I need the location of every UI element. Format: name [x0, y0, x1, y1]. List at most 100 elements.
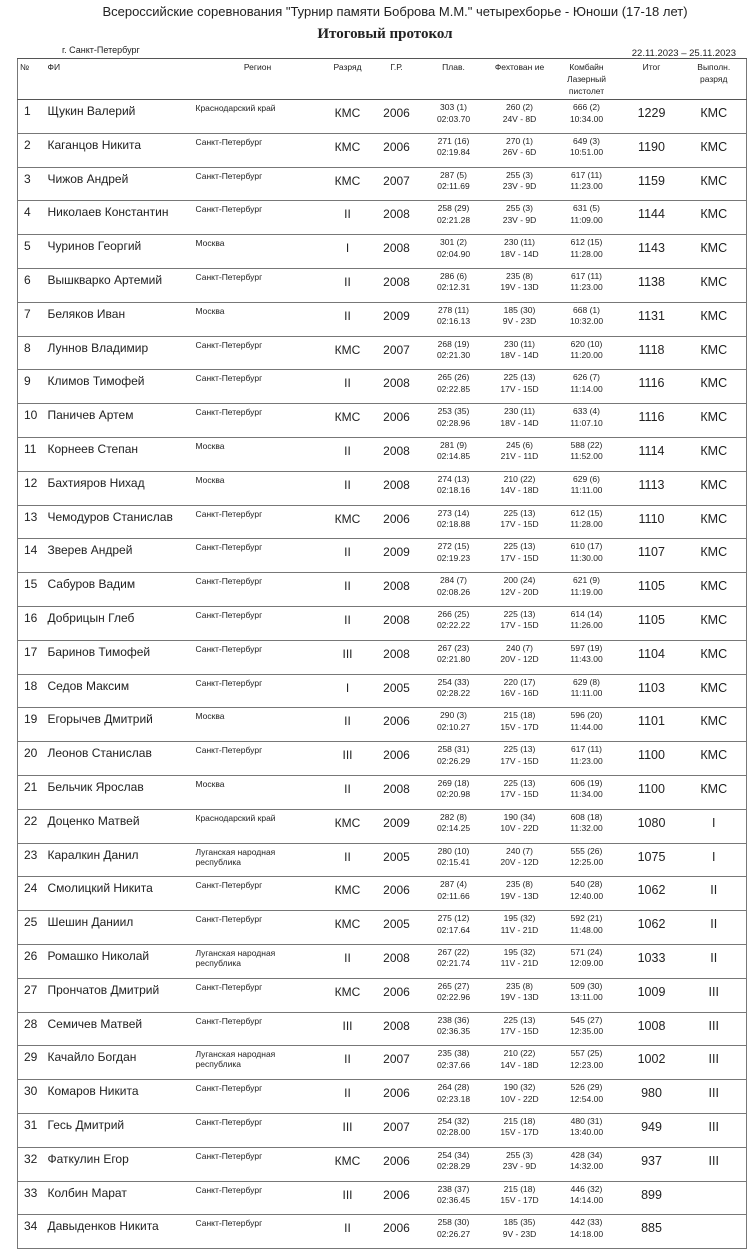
region: Санкт-Петербург: [193, 538, 322, 574]
laser-run-time: 11:32.00: [570, 823, 603, 834]
table-row: 2 Каганцов Никита Санкт-Петербург КМС 2006 27…: [17, 133, 747, 168]
swim-points: 290 (3): [440, 710, 467, 721]
laser-run-time: 11:44.00: [570, 721, 603, 732]
fencing-points: 190 (34): [503, 811, 536, 822]
achieved-rank: КМС: [681, 640, 747, 675]
swimming-cell: 258 (30) 02:26.27: [419, 1214, 488, 1249]
fencing-cell: 185 (35) 9V - 23D: [487, 1214, 552, 1249]
swim-time: 02:11.66: [437, 890, 470, 901]
athlete-name: Леонов Станислав: [45, 741, 194, 776]
fencing-cell: 235 (8) 19V - 13D: [487, 978, 552, 1013]
fencing-cell: 245 (6) 21V - 11D: [487, 437, 552, 472]
birth-year: 2006: [373, 876, 420, 912]
laser-run-cell: 614 (14) 11:26.00: [551, 606, 622, 641]
fencing-points: 190 (32): [503, 1082, 536, 1093]
birth-year: 2008: [373, 775, 420, 810]
rank: III: [321, 741, 374, 776]
total-points: 1190: [621, 133, 682, 168]
swimming-cell: 238 (37) 02:36.45: [419, 1181, 488, 1216]
rank: II: [321, 606, 374, 641]
achieved-rank: КМС: [681, 538, 747, 574]
birth-year: 2007: [373, 1113, 420, 1148]
table-row: 5 Чуринов Георгий Москва I 2008 301 (2) 02:04.…: [17, 234, 747, 269]
athlete-name: Бельчик Ярослав: [45, 775, 194, 810]
achieved-rank: КМС: [681, 200, 747, 236]
laser-run-cell: 555 (26) 12:25.00: [551, 843, 622, 878]
birth-year: 2009: [373, 538, 420, 574]
fencing-points: 195 (32): [503, 946, 536, 957]
achieved-rank: III: [681, 1079, 747, 1114]
fencing-cell: 225 (13) 17V - 15D: [487, 369, 552, 405]
swim-points: 287 (4): [440, 879, 467, 890]
birth-year: 2006: [373, 1079, 420, 1114]
protocol-title: Итоговый протокол: [317, 26, 453, 42]
fencing-record: 26V - 6D: [502, 147, 537, 158]
fencing-record: 18V - 14D: [500, 417, 539, 428]
rank: КМС: [321, 1147, 374, 1182]
birth-year: 2006: [373, 741, 420, 776]
laser-run-time: 14:14.00: [569, 1195, 604, 1205]
fencing-cell: 270 (1) 26V - 6D: [487, 133, 552, 168]
birth-year: 2008: [373, 234, 420, 269]
fencing-points: 210 (22): [503, 473, 536, 484]
athlete-name: Каганцов Никита: [45, 133, 194, 168]
region: Санкт-Петербург: [193, 133, 322, 168]
laser-run-cell: 608 (18) 11:32.00: [551, 809, 622, 844]
achieved-rank: КМС: [681, 674, 747, 709]
row-number: 9: [17, 369, 46, 405]
fencing-cell: 240 (7) 20V - 12D: [487, 640, 552, 675]
swim-points: 272 (15): [437, 541, 470, 552]
region: Москва: [193, 437, 322, 472]
fencing-record: 19V - 13D: [500, 890, 539, 901]
table-row: 22 Доценко Матвей Краснодарский край КМС 200…: [17, 809, 747, 844]
fencing-record: 23V - 9D: [502, 1161, 537, 1172]
birth-year: 2008: [373, 1012, 420, 1047]
laser-run-points: 633 (4): [573, 406, 600, 417]
birth-year: 2009: [373, 302, 420, 337]
athlete-name: Баринов Тимофей: [45, 640, 194, 675]
rank: II: [321, 437, 374, 472]
fencing-record: 17V - 15D: [500, 755, 539, 766]
swim-points: 253 (35): [437, 406, 470, 417]
fencing-record: 12V - 20D: [500, 586, 539, 597]
rank: КМС: [321, 809, 374, 844]
fencing-cell: 230 (11) 18V - 14D: [487, 336, 552, 371]
laser-run-time: 11:34.00: [570, 789, 603, 800]
fencing-record: 23V - 9D: [502, 181, 537, 192]
region: Санкт-Петербург: [193, 741, 322, 776]
total-points: 1075: [621, 843, 682, 878]
laser-run-time: 11:07.10: [570, 417, 603, 428]
fencing-cell: 230 (11) 18V - 14D: [487, 403, 552, 438]
total-points: 1113: [621, 471, 682, 506]
laser-run-points: 620 (10): [570, 338, 603, 349]
fencing-record: 14V - 18D: [500, 485, 539, 496]
swimming-cell: 265 (26) 02:22.85: [419, 369, 488, 405]
athlete-name: Добрицын Глеб: [45, 606, 194, 641]
birth-year: 2006: [373, 1181, 420, 1216]
region: Санкт-Петербург: [193, 403, 322, 438]
swimming-cell: 268 (19) 02:21.30: [419, 336, 488, 371]
region: Санкт-Петербург: [193, 268, 322, 303]
swim-time: 02:18.16: [436, 485, 471, 496]
achieved-rank: КМС: [681, 606, 747, 641]
fencing-record: 19V - 13D: [500, 282, 539, 293]
region: Санкт-Петербург: [193, 978, 322, 1013]
region: Санкт-Петербург: [193, 167, 322, 202]
table-row: 33 Колбин Марат Санкт-Петербург III 2006 238 …: [17, 1181, 747, 1216]
laser-run-cell: 666 (2) 10:34.00: [551, 99, 622, 134]
fencing-cell: 215 (18) 15V - 17D: [487, 707, 552, 743]
laser-run-points: 540 (28): [570, 879, 603, 890]
birth-year: 2008: [373, 200, 420, 236]
total-points: 1116: [621, 369, 682, 405]
fencing-cell: 225 (13) 17V - 15D: [487, 538, 552, 574]
region: Луганская народная республика: [193, 944, 322, 979]
athlete-name: Колбин Марат: [45, 1181, 194, 1216]
fencing-points: 240 (7): [506, 845, 533, 856]
rank: III: [321, 1012, 374, 1047]
total-points: 1100: [621, 741, 682, 776]
achieved-rank: II: [681, 944, 747, 979]
achieved-rank: I: [681, 809, 747, 844]
swimming-cell: 303 (1) 02:03.70: [419, 99, 488, 134]
swim-points: 258 (31): [437, 744, 470, 755]
rank: КМС: [321, 99, 374, 134]
